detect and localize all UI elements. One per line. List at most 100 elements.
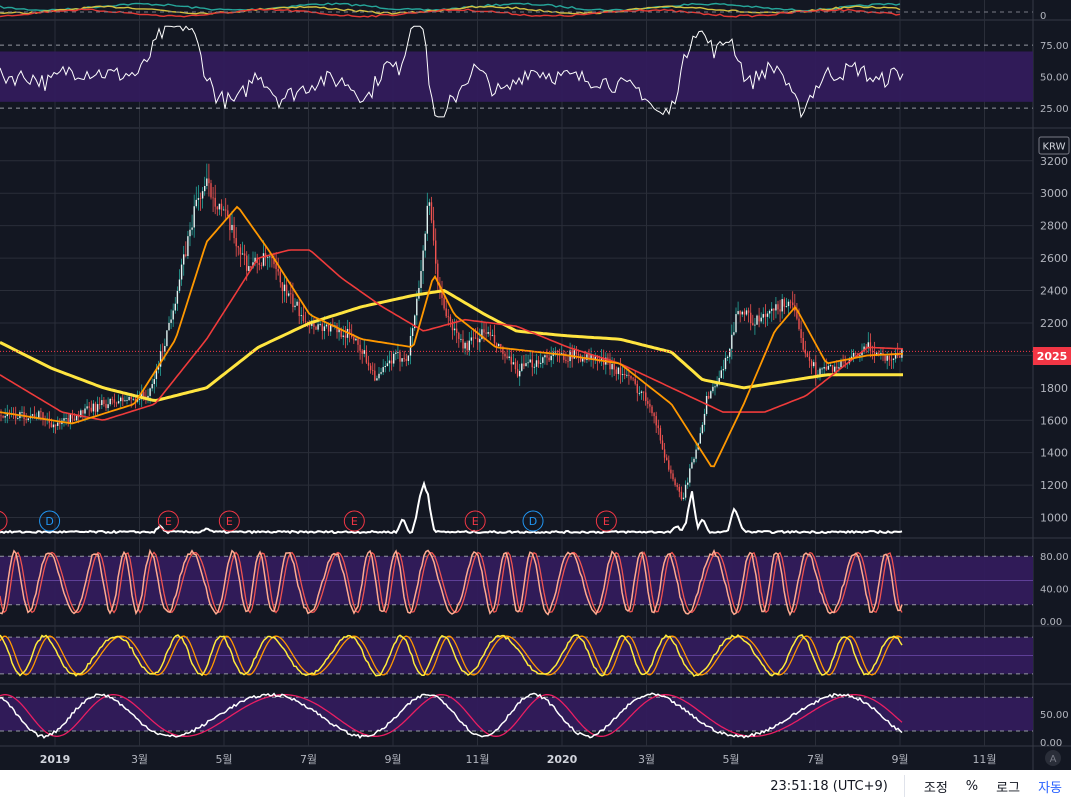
time-axis[interactable]: 2019 3월 5월 7월 9월 11월 2020 3월 5월 7월 9월 11월 — [40, 753, 997, 766]
candle-body — [514, 362, 517, 370]
candle-body — [798, 318, 800, 330]
time-tick-label: 2020 — [547, 753, 578, 766]
candle-body — [96, 404, 99, 412]
candle-body — [743, 311, 746, 315]
candle-body — [617, 367, 620, 374]
candle-body — [634, 378, 636, 384]
candle-body — [878, 352, 880, 355]
candle-body — [701, 424, 704, 434]
candle-body — [672, 473, 674, 480]
event-marker-label: E — [165, 515, 172, 528]
candle-body — [892, 358, 895, 360]
candle-body — [808, 356, 811, 361]
candle-body — [804, 349, 806, 354]
auto-scale-button[interactable]: 자동 — [1038, 780, 1062, 796]
clock-readout[interactable]: 23:51:18 (UTC+9) — [770, 778, 888, 794]
candle-body — [313, 320, 315, 327]
candle-body — [67, 418, 69, 424]
candle-body — [290, 293, 292, 295]
currency-badge[interactable]: KRW — [1038, 136, 1070, 155]
candle-body — [178, 279, 181, 291]
candle-body — [894, 353, 897, 359]
candle-body — [315, 326, 317, 330]
candle-body — [852, 353, 855, 357]
candle-body — [529, 359, 531, 363]
candle-body — [739, 311, 741, 315]
percent-scale-button[interactable]: % — [965, 778, 979, 794]
event-marker-circle — [218, 510, 240, 532]
candle-body — [168, 322, 170, 331]
event-marker-label: E — [226, 515, 233, 528]
event-marker-circle — [595, 510, 617, 532]
candle-body — [771, 308, 773, 311]
candle-body — [321, 324, 323, 331]
candle-body — [138, 399, 141, 400]
candle-body — [374, 370, 376, 381]
candle-body — [880, 352, 882, 355]
candle-body — [260, 264, 263, 266]
candle-body — [787, 301, 790, 307]
event-marker: E — [464, 510, 486, 532]
candle-body — [647, 401, 649, 404]
candle-body — [267, 256, 269, 258]
price-tick-label: 1800 — [1040, 382, 1068, 395]
osc2-main-line — [0, 634, 903, 677]
candle-body — [745, 310, 748, 315]
candle-body — [645, 392, 647, 402]
candle-body — [699, 433, 701, 444]
volume-line — [0, 480, 903, 535]
candle-body — [561, 353, 563, 355]
chart-area[interactable]: 0 25.00 50.00 75.00 D E E E E D E 0.00 40.00 80.00… — [0, 0, 1071, 770]
candle-body — [863, 346, 865, 351]
candle-body — [65, 418, 67, 419]
rsi-tick-label: 50.00 — [1040, 73, 1069, 84]
price-tick-label: 2800 — [1040, 220, 1068, 233]
candle-body — [588, 354, 590, 359]
candle-body — [405, 359, 407, 361]
rsi-panel[interactable]: 25.00 50.00 75.00 — [0, 25, 1069, 119]
price-tick-label: 2400 — [1040, 285, 1068, 298]
candle-body — [775, 304, 777, 311]
candle-body — [472, 337, 475, 339]
log-scale-button[interactable]: 로그 — [996, 780, 1021, 796]
candle-body — [214, 197, 216, 207]
auto-scale-corner[interactable]: A — [1045, 750, 1061, 766]
candle-body — [443, 297, 445, 309]
candle-body — [445, 308, 447, 317]
time-tick-label: 9월 — [891, 753, 908, 766]
adjust-button[interactable]: 조정 — [923, 780, 948, 796]
candle-body — [208, 178, 210, 184]
candle-body — [649, 403, 651, 407]
candle-body — [378, 373, 380, 379]
oscillator-panel-3[interactable]: 0.00 50.00 — [0, 692, 1069, 749]
candle-body — [376, 378, 378, 381]
candle-body — [813, 362, 815, 367]
event-marker-label: E — [472, 515, 479, 528]
candle-body — [210, 183, 212, 198]
ma-mid-line — [0, 249, 904, 421]
candle-body — [101, 400, 103, 406]
candle-body — [563, 353, 565, 360]
candle-body — [319, 324, 321, 325]
candle-body — [357, 338, 359, 345]
stochastic-panel[interactable]: 0.00 40.00 80.00 — [0, 548, 1069, 628]
candle-body — [174, 303, 176, 311]
candle-body — [718, 377, 720, 383]
candle-body — [546, 355, 548, 358]
candle-body — [222, 209, 225, 211]
candle-body — [281, 282, 284, 292]
candle-body — [4, 416, 6, 418]
candle-body — [103, 400, 105, 404]
candle-body — [120, 397, 122, 402]
candle-body — [577, 354, 580, 356]
candle-body — [485, 332, 487, 334]
candle-body — [579, 355, 582, 362]
candle-body — [395, 352, 397, 354]
price-tick-label: 2600 — [1040, 252, 1068, 265]
top-indicator-panel[interactable]: 0 — [0, 2, 1046, 22]
candle-body — [825, 366, 827, 370]
oscillator-panel-2[interactable] — [0, 634, 1033, 677]
candle-body — [768, 310, 771, 314]
candle-body — [466, 342, 468, 351]
